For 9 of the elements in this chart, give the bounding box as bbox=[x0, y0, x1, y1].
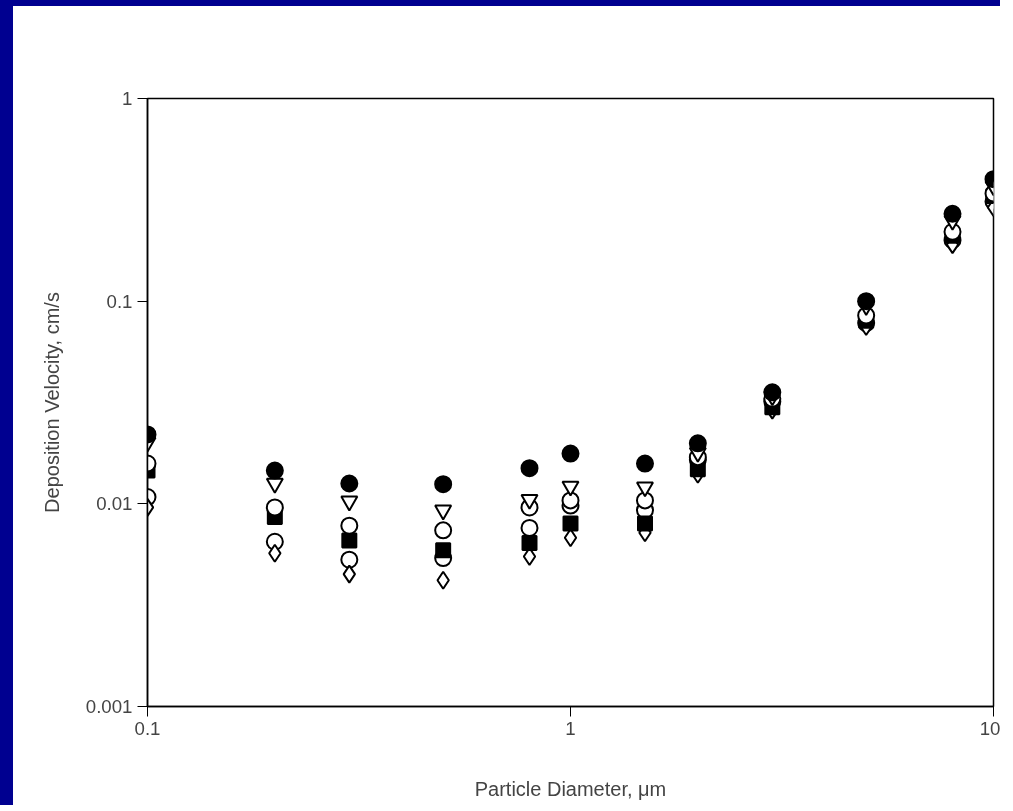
y-axis-title: Deposition Velocity, cm/s bbox=[40, 292, 63, 513]
y-tick-label: 0.01 bbox=[96, 493, 133, 515]
y-tick-label: 0.1 bbox=[106, 290, 133, 312]
x-tick-label: 1 bbox=[565, 717, 576, 739]
x-axis-title: Particle Diameter, μm bbox=[474, 777, 667, 800]
x-tick-label: 0.1 bbox=[134, 717, 161, 739]
y-tick-label: 1 bbox=[122, 88, 133, 109]
x-tick-label: 10 bbox=[979, 717, 1001, 739]
y-tick-label: 0.001 bbox=[85, 696, 133, 717]
